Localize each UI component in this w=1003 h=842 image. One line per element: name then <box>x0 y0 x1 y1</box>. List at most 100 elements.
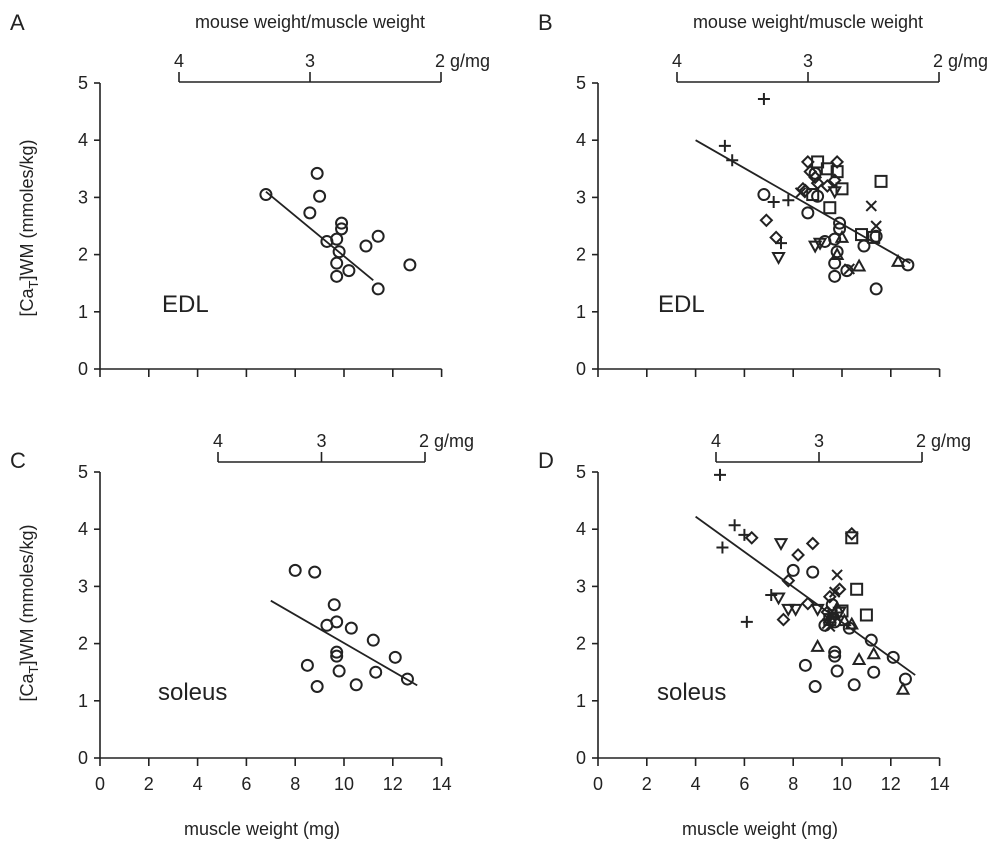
data-point-circle <box>303 206 317 220</box>
data-point-circle <box>403 258 417 272</box>
data-point-square <box>845 531 859 545</box>
y-tick-label: 3 <box>78 576 88 596</box>
x-tick-label: 4 <box>691 774 701 794</box>
data-point-circle <box>330 645 344 659</box>
data-point-triangle-down <box>827 186 842 200</box>
data-point-circle <box>801 206 815 220</box>
data-point-circle <box>344 621 358 635</box>
top-axis-tick-label: 3 <box>803 51 813 71</box>
y-tick-label: 2 <box>78 245 88 265</box>
y-tick-label: 1 <box>78 691 88 711</box>
data-point-triangle-up <box>866 646 881 660</box>
data-point-circle <box>371 282 385 296</box>
data-point-triangle-up <box>829 600 845 614</box>
data-point-diamond <box>781 573 796 588</box>
y-tick-label: 5 <box>576 73 586 93</box>
y-tick-label: 0 <box>78 748 88 768</box>
y-tick-label: 0 <box>576 748 586 768</box>
data-point-triangle-down <box>788 603 803 617</box>
data-point-square <box>867 230 881 244</box>
data-point-diamond <box>827 173 842 188</box>
x-tick-label: 10 <box>832 774 852 794</box>
data-point-diamond <box>844 526 859 541</box>
x-tick-label: 10 <box>334 774 354 794</box>
y-tick-label: 3 <box>78 187 88 207</box>
data-point-triangle-up <box>844 616 859 630</box>
data-point-diamond <box>808 170 823 185</box>
data-point-triangle-up <box>851 258 867 272</box>
muscle-label: soleus <box>158 679 227 706</box>
data-point-circle <box>828 256 842 270</box>
data-point-circle <box>310 166 324 180</box>
data-point-circle <box>366 633 380 647</box>
data-point-plus <box>728 519 741 532</box>
data-point-circle <box>342 264 356 278</box>
regression-line <box>265 190 374 282</box>
data-point-circle <box>828 269 842 283</box>
data-point-circle <box>833 216 847 230</box>
panel-letter: A <box>10 10 25 35</box>
y-tick-label: 1 <box>576 691 586 711</box>
data-point-circle <box>757 188 771 202</box>
data-point-square <box>850 582 864 596</box>
top-axis-title: mouse weight/muscle weight <box>195 12 425 32</box>
data-point-diamond <box>832 582 847 597</box>
panel-a: A 0 1 2 3 4 5 4 3 2 g/mg mouse weight/muscle weigh… <box>10 10 490 379</box>
data-point-x <box>794 187 807 199</box>
data-point-x <box>824 620 836 633</box>
top-axis-tick-label: 2 g/mg <box>916 431 971 451</box>
y-tick-label: 3 <box>576 187 586 207</box>
data-point-circle <box>310 680 324 693</box>
data-point-diamond <box>776 612 791 627</box>
data-point-triangle-down <box>812 237 828 251</box>
data-point-triangle-up <box>890 253 906 267</box>
data-point-circle <box>388 650 402 664</box>
data-point-x <box>826 609 838 621</box>
data-point-plus <box>718 139 731 152</box>
data-point-diamond <box>759 213 774 228</box>
data-point-plus <box>714 468 726 481</box>
data-point-circle <box>369 665 383 679</box>
top-axis-tick-label: 4 <box>174 51 184 71</box>
x-tick-label: 0 <box>593 774 603 794</box>
x-tick-label: 8 <box>788 774 798 794</box>
y-axis-label-top: [CaT]WM (mmoles/kg) <box>17 140 41 317</box>
panel-b: B 0 1 2 3 4 5 4 3 2 g/mg mouse weight/muscle weigh… <box>538 10 988 379</box>
data-point-circle <box>869 282 883 296</box>
x-tick-label: 14 <box>432 774 452 794</box>
x-tick-label: 2 <box>144 774 154 794</box>
data-point-circle <box>828 645 842 659</box>
regression-line <box>695 139 911 264</box>
data-point-circle <box>359 239 373 253</box>
data-point-diamond <box>791 548 805 562</box>
data-point-circle <box>830 664 844 678</box>
x-tick-label: 14 <box>930 774 950 794</box>
regression-line <box>270 599 418 687</box>
data-point-square <box>820 162 834 176</box>
data-point-diamond <box>822 589 837 604</box>
data-point-circle <box>330 232 344 246</box>
data-point-plus <box>726 154 739 167</box>
data-point-square <box>874 174 888 188</box>
top-axis-tick-label: 3 <box>316 431 326 451</box>
muscle-label: EDL <box>658 291 705 318</box>
x-tick-label: 4 <box>193 774 203 794</box>
data-point-circle <box>828 649 842 663</box>
top-axis-tick-label: 2 g/mg <box>435 51 490 71</box>
y-tick-label: 2 <box>576 245 586 265</box>
data-point-square <box>855 228 869 242</box>
data-point-x <box>870 220 882 232</box>
data-point-diamond <box>769 230 784 245</box>
y-tick-label: 0 <box>576 359 586 379</box>
data-point-square <box>859 608 873 622</box>
data-point-circle <box>828 232 842 246</box>
data-point-circle <box>898 672 912 686</box>
top-axis-tick-label: 4 <box>213 431 223 451</box>
data-point-diamond <box>830 155 845 169</box>
top-axis-tick-label: 4 <box>672 51 682 71</box>
data-point-square <box>830 165 844 179</box>
data-point-triangle-down <box>771 592 786 606</box>
data-point-plus <box>782 194 795 207</box>
data-point-triangle-down <box>810 603 825 617</box>
